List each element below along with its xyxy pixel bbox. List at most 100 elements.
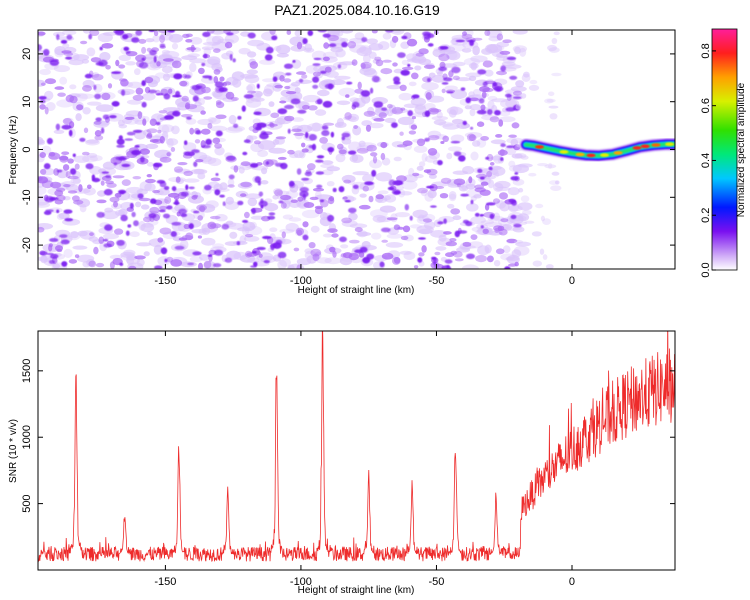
noise-speckle-dark: [423, 32, 431, 40]
noise-speckle-mid: [331, 233, 339, 238]
noise-speckle-light: [354, 32, 365, 40]
noise-speckle-light: [340, 244, 349, 249]
noise-speckle-mid: [399, 131, 404, 136]
noise-speckle-mid: [441, 88, 446, 94]
noise-speckle-light: [62, 43, 70, 49]
noise-speckle-light: [276, 53, 289, 58]
noise-speckle-light: [247, 197, 258, 207]
noise-speckle-mid: [310, 248, 322, 257]
noise-speckle-light: [153, 244, 163, 255]
noise-speckle-mid: [391, 35, 399, 43]
noise-speckle-light: [79, 204, 87, 213]
noise-speckle-dark: [313, 57, 322, 61]
noise-speckle-light: [38, 139, 45, 145]
noise-speckle-mid: [191, 195, 198, 200]
noise-speckle-dark: [407, 110, 414, 117]
noise-speckle-mid: [57, 92, 66, 97]
noise-speckle-light: [372, 214, 386, 223]
noise-speckle-dark: [172, 94, 182, 98]
noise-speckle-dark: [121, 89, 126, 96]
noise-speckle-mid: [442, 135, 450, 142]
noise-speckle-dark: [50, 253, 59, 259]
noise-speckle-dark: [328, 43, 337, 48]
signal-hot-spot: [535, 145, 544, 149]
noise-speckle-dark: [79, 137, 86, 142]
noise-speckle-light: [61, 30, 77, 36]
noise-speckle-dark: [214, 81, 224, 88]
noise-speckle-mid: [48, 151, 56, 157]
noise-speckle-mid: [454, 258, 464, 262]
noise-speckle-dark: [409, 215, 413, 221]
noise-speckle-light: [384, 194, 397, 203]
noise-speckle-mid: [308, 242, 316, 249]
noise-speckle-mid: [423, 64, 436, 70]
noise-speckle-light: [446, 152, 453, 160]
noise-speckle-light: [512, 164, 529, 174]
spectrogram-y-tick-label: -10: [21, 189, 33, 205]
noise-speckle-light: [191, 229, 207, 234]
noise-speckle-mid: [270, 112, 280, 119]
noise-speckle-dark: [123, 46, 130, 52]
noise-speckle-light: [207, 117, 217, 123]
noise-speckle-mid: [170, 259, 183, 267]
noise-speckle-mid: [240, 181, 252, 188]
noise-speckle-light: [285, 222, 299, 232]
noise-speckle-dark: [500, 65, 507, 72]
noise-speckle-mid: [426, 168, 438, 176]
noise-speckle-mid: [416, 138, 426, 147]
noise-speckle-mid: [194, 139, 201, 144]
noise-speckle-light: [416, 165, 424, 171]
noise-speckle-dark: [352, 101, 360, 108]
noise-speckle-dark: [344, 199, 351, 203]
noise-speckle-mid: [472, 37, 483, 41]
noise-speckle-dark: [446, 91, 454, 94]
noise-speckle-dark: [101, 171, 110, 174]
noise-speckle-dark: [327, 147, 335, 153]
signal-hot-spot: [613, 151, 623, 155]
noise-speckle-dark: [60, 239, 70, 245]
noise-speckle-faint: [529, 79, 538, 85]
noise-speckle-dark: [511, 200, 517, 206]
noise-speckle-mid: [290, 199, 298, 203]
noise-speckle-mid: [54, 86, 65, 90]
noise-speckle-dark: [228, 174, 235, 180]
noise-speckle-light: [460, 123, 470, 129]
noise-speckle-dark: [288, 180, 295, 187]
noise-speckle-faint: [548, 105, 559, 109]
noise-speckle-mid: [93, 246, 99, 255]
noise-speckle-dark: [88, 34, 93, 40]
noise-speckle-mid: [475, 255, 487, 263]
noise-speckle-light: [473, 194, 482, 199]
noise-speckle-mid: [480, 181, 489, 186]
noise-speckle-mid: [499, 50, 511, 55]
noise-speckle-light: [334, 75, 351, 80]
noise-speckle-dark: [56, 34, 60, 41]
noise-speckle-dark: [455, 39, 465, 43]
noise-speckle-light: [377, 190, 389, 195]
noise-speckle-mid: [209, 223, 222, 229]
noise-speckle-dark: [262, 235, 272, 240]
noise-speckle-light: [161, 50, 180, 59]
noise-speckle-dark: [43, 48, 50, 56]
noise-speckle-mid: [279, 100, 287, 104]
noise-speckle-light: [282, 214, 294, 220]
noise-speckle-light: [187, 53, 200, 58]
noise-speckle-mid: [149, 118, 157, 126]
noise-speckle-mid: [453, 178, 466, 186]
noise-speckle-dark: [201, 62, 206, 67]
noise-speckle-dark: [154, 265, 163, 269]
noise-speckle-light: [190, 168, 208, 175]
noise-speckle-mid: [374, 56, 382, 62]
noise-speckle-light: [395, 212, 410, 218]
noise-speckle-dark: [427, 43, 434, 47]
noise-speckle-mid: [142, 118, 147, 126]
noise-speckle-dark: [328, 83, 333, 90]
noise-speckle-mid: [159, 205, 168, 211]
noise-speckle-dark: [122, 34, 129, 40]
noise-speckle-mid: [296, 264, 302, 269]
noise-speckle-dark: [337, 64, 342, 69]
noise-speckle-dark: [485, 156, 490, 160]
noise-speckle-mid: [212, 137, 221, 144]
noise-speckle-mid: [145, 178, 156, 184]
noise-speckle-light: [317, 89, 330, 97]
